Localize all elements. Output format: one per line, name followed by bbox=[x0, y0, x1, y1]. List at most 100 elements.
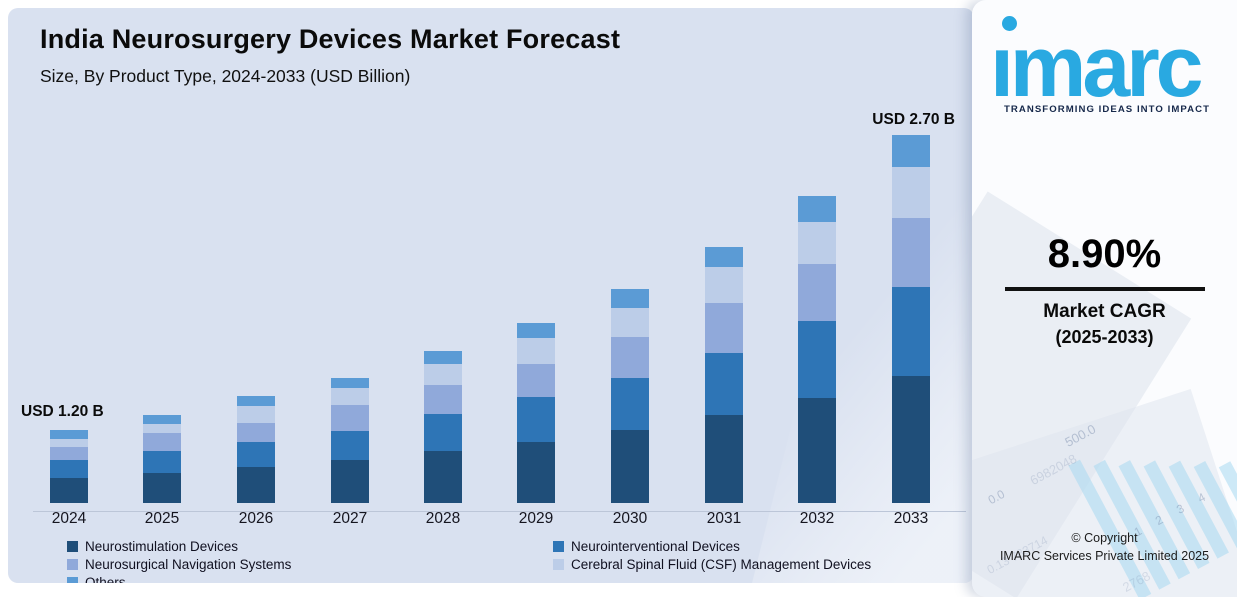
bars-container bbox=[8, 8, 974, 583]
x-axis-label-2024: 2024 bbox=[51, 510, 87, 527]
bar-segment bbox=[237, 467, 275, 503]
bar-segment bbox=[517, 442, 555, 503]
last-bar-value-label: USD 2.70 B bbox=[872, 111, 955, 128]
legend-item: Others bbox=[67, 573, 291, 583]
x-axis-label-2029: 2029 bbox=[518, 510, 554, 527]
legend-item: Neurosurgical Navigation Systems bbox=[67, 555, 291, 573]
bar-segment bbox=[143, 451, 181, 473]
first-bar-value-label: USD 1.20 B bbox=[21, 403, 104, 420]
bar-2027 bbox=[331, 378, 369, 503]
bar-segment bbox=[611, 430, 649, 503]
imarc-logo-dot-icon bbox=[1002, 16, 1017, 31]
chart-card: India Neurosurgery Devices Market Foreca… bbox=[8, 8, 974, 583]
x-axis-label-2027: 2027 bbox=[332, 510, 368, 527]
cagr-value: 8.90% bbox=[1047, 232, 1162, 276]
bar-segment bbox=[331, 405, 369, 431]
bar-segment bbox=[237, 396, 275, 406]
bar-2024 bbox=[50, 430, 88, 503]
bar-segment bbox=[611, 337, 649, 378]
chart-title: India Neurosurgery Devices Market Foreca… bbox=[40, 24, 621, 54]
copyright-symbol-line: © Copyright bbox=[1071, 531, 1138, 545]
bar-segment bbox=[50, 430, 88, 439]
legend-item: Cerebral Spinal Fluid (CSF) Management D… bbox=[553, 555, 871, 573]
bar-segment bbox=[50, 447, 88, 460]
bar-segment bbox=[237, 442, 275, 467]
bar-2031 bbox=[705, 247, 743, 503]
bar-segment bbox=[143, 424, 181, 433]
legend-label: Neurointerventional Devices bbox=[571, 538, 740, 554]
bar-segment bbox=[424, 385, 462, 414]
legend-swatch-icon bbox=[67, 540, 78, 552]
bar-2032 bbox=[798, 196, 836, 503]
bar-segment bbox=[892, 135, 930, 167]
bar-segment bbox=[611, 289, 649, 308]
cagr-divider bbox=[1005, 287, 1205, 291]
bar-segment bbox=[424, 351, 462, 364]
brand-panel: 500.0 0.0 1 2 3 4 6982048 0.13 783714 27… bbox=[972, 0, 1237, 597]
legend-label: Neurostimulation Devices bbox=[85, 538, 239, 554]
bar-segment bbox=[237, 406, 275, 423]
imarc-logo-wordmark: ımarc bbox=[990, 19, 1204, 115]
copyright-company-line: IMARC Services Private Limited 2025 bbox=[999, 549, 1210, 563]
bar-segment bbox=[798, 264, 836, 321]
bar-segment bbox=[50, 460, 88, 478]
bar-segment bbox=[798, 196, 836, 222]
legend-swatch-icon bbox=[67, 558, 78, 570]
bar-2028 bbox=[424, 351, 462, 503]
bar-segment bbox=[611, 378, 649, 430]
bar-segment bbox=[798, 398, 836, 503]
bar-segment bbox=[517, 397, 555, 442]
bar-segment bbox=[611, 308, 649, 337]
chart-subtitle: Size, By Product Type, 2024-2033 (USD Bi… bbox=[40, 66, 411, 86]
bar-segment bbox=[892, 287, 930, 376]
imarc-logo: ımarc TRANSFORMING IDEAS INTO IMPACT bbox=[984, 0, 1228, 130]
bar-segment bbox=[50, 439, 88, 447]
bar-segment bbox=[143, 433, 181, 451]
legend-column-left: Neurostimulation Devices Neurosurgical Na… bbox=[67, 537, 291, 583]
legend-label: Others bbox=[85, 574, 126, 584]
bar-segment bbox=[424, 364, 462, 385]
x-axis-label-2031: 2031 bbox=[706, 510, 742, 527]
bar-segment bbox=[517, 338, 555, 364]
bar-segment bbox=[705, 267, 743, 303]
x-axis-line bbox=[33, 511, 966, 512]
imarc-tagline: TRANSFORMING IDEAS INTO IMPACT bbox=[1004, 104, 1210, 115]
bar-segment bbox=[331, 431, 369, 460]
legend-swatch-icon bbox=[553, 558, 564, 570]
bar-segment bbox=[424, 451, 462, 503]
x-axis-label-2033: 2033 bbox=[893, 510, 929, 527]
bar-segment bbox=[143, 415, 181, 424]
bar-segment bbox=[705, 353, 743, 415]
bar-segment bbox=[237, 423, 275, 442]
legend-column-right: Neurointerventional Devices Cerebral Spin… bbox=[553, 537, 871, 573]
bar-segment bbox=[331, 460, 369, 503]
x-axis-label-2030: 2030 bbox=[612, 510, 648, 527]
bar-2029 bbox=[517, 323, 555, 503]
bar-segment bbox=[424, 414, 462, 451]
legend-label: Cerebral Spinal Fluid (CSF) Management D… bbox=[571, 556, 872, 572]
bar-2026 bbox=[237, 396, 275, 503]
bar-segment bbox=[892, 218, 930, 287]
bar-segment bbox=[331, 378, 369, 388]
cagr-label: Market CAGR bbox=[1043, 301, 1166, 322]
bar-2030 bbox=[611, 289, 649, 503]
x-axis-label-2026: 2026 bbox=[238, 510, 274, 527]
legend-item: Neurostimulation Devices bbox=[67, 537, 291, 555]
bar-segment bbox=[517, 323, 555, 338]
legend-item: Neurointerventional Devices bbox=[553, 537, 871, 555]
legend-swatch-icon bbox=[67, 576, 78, 583]
legend-swatch-icon bbox=[553, 540, 564, 552]
bar-segment bbox=[892, 167, 930, 218]
bar-2025 bbox=[143, 415, 181, 503]
bar-segment bbox=[798, 321, 836, 398]
cagr-period: (2025-2033) bbox=[1055, 327, 1154, 347]
bar-segment bbox=[705, 247, 743, 267]
x-axis-label-2032: 2032 bbox=[799, 510, 835, 527]
bar-2033 bbox=[892, 135, 930, 503]
x-axis-label-2025: 2025 bbox=[144, 510, 180, 527]
bar-segment bbox=[331, 388, 369, 405]
bar-segment bbox=[50, 478, 88, 503]
bar-segment bbox=[705, 303, 743, 353]
x-axis-label-2028: 2028 bbox=[425, 510, 461, 527]
legend-label: Neurosurgical Navigation Systems bbox=[85, 556, 292, 572]
